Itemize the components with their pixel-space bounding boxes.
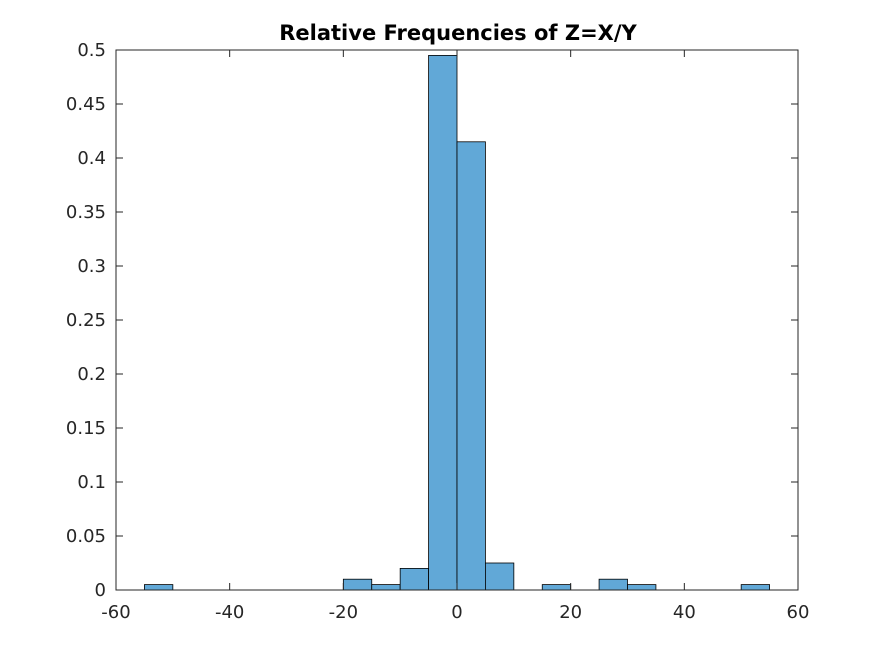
histogram-bar <box>456 141 486 591</box>
histogram-bar <box>485 562 515 591</box>
x-tick-label: 0 <box>451 602 462 623</box>
histogram-bar <box>428 55 458 591</box>
y-tick-label: 0.25 <box>66 310 106 331</box>
x-tick-label: 60 <box>787 602 810 623</box>
histogram-bar <box>740 584 770 591</box>
y-tick-label: 0.3 <box>77 256 106 277</box>
x-tick-labels: -60 -40 -20 0 20 40 60 <box>101 602 809 623</box>
y-tick-label: 0.4 <box>77 148 106 169</box>
histogram-bar <box>541 584 572 591</box>
histogram-bar <box>399 568 429 591</box>
histogram-bar <box>342 578 373 591</box>
y-tick-label: 0.5 <box>77 40 106 61</box>
y-tick-labels: 0 0.05 0.1 0.15 0.2 0.25 0.3 0.35 0.4 0.45 0.5 <box>66 40 106 601</box>
y-tick-label: 0.1 <box>77 472 106 493</box>
x-tick-label: 40 <box>673 602 696 623</box>
histogram-bar <box>371 584 401 591</box>
y-tick-label: 0 <box>95 580 106 601</box>
histogram-bar <box>598 578 628 591</box>
x-tick-label: 20 <box>559 602 582 623</box>
x-tick-label: -20 <box>329 602 358 623</box>
axes-group <box>115 49 799 591</box>
histogram-bar <box>627 584 657 591</box>
y-tick-label: 0.15 <box>66 418 106 439</box>
bars-group <box>144 55 770 591</box>
y-tick-label: 0.35 <box>66 202 106 223</box>
x-tick-label: -40 <box>215 602 244 623</box>
x-tick-label: -60 <box>101 602 130 623</box>
y-tick-label: 0.2 <box>77 364 106 385</box>
histogram-bar <box>144 584 174 591</box>
y-tick-label: 0.45 <box>66 94 106 115</box>
chart-title: Relative Frequencies of Z=X/Y <box>279 21 637 45</box>
y-tick-label: 0.05 <box>66 526 106 547</box>
